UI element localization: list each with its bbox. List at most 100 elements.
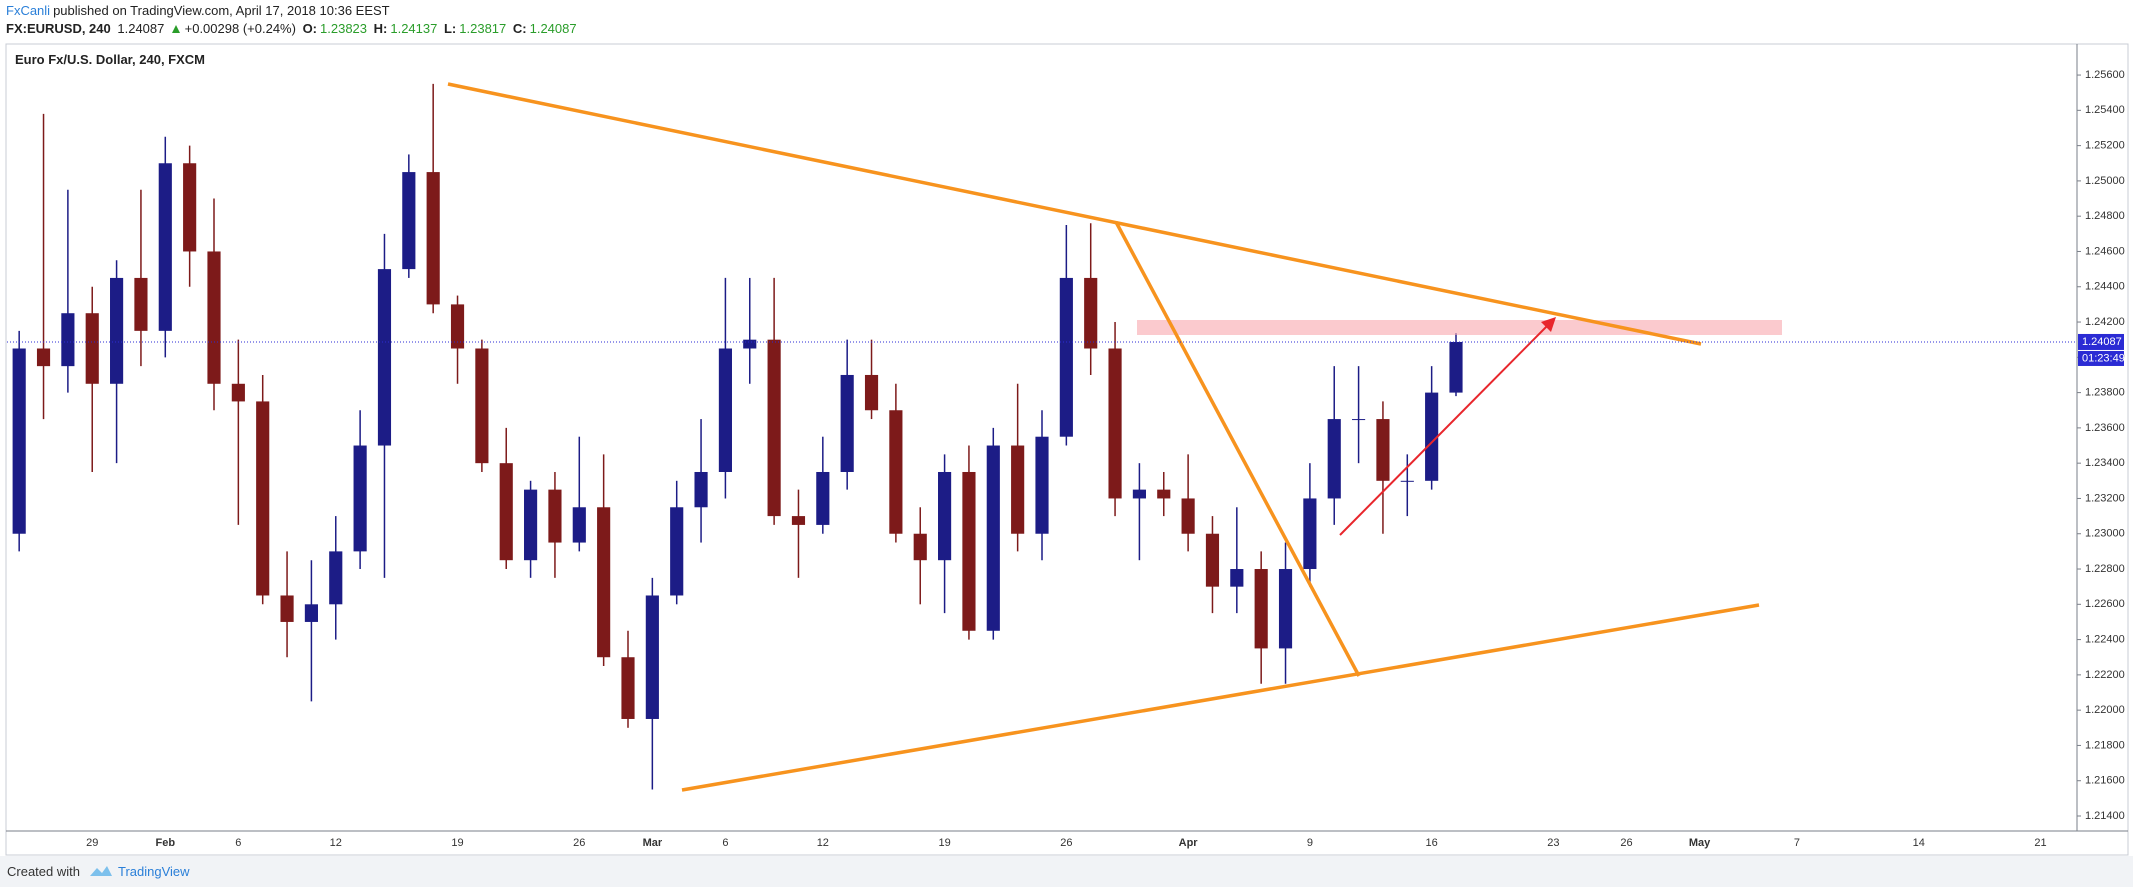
candle-body [256,401,270,596]
x-tick-label: 12 [817,837,829,849]
candle-body [913,533,927,561]
brand-logo [90,866,112,876]
x-tick-label: 7 [1794,837,1800,849]
candle-body [1376,419,1390,481]
ohlc-label: C: [512,21,527,36]
candle-body [158,163,172,331]
y-tick-label: 1.23200 [2085,492,2125,504]
y-tick-label: 1.22200 [2085,669,2125,681]
y-tick-label: 1.23000 [2085,528,2125,540]
x-tick-label: Feb [156,837,176,849]
candle-body [134,277,148,331]
candle-body [426,172,440,305]
candle-body [694,471,708,508]
ohlc-label: H: [373,21,388,36]
x-tick-label: 19 [938,837,950,849]
candle-body [1059,277,1073,437]
x-tick-label: 12 [330,837,342,849]
candle-body [1425,392,1439,481]
y-tick-label: 1.21400 [2085,810,2125,822]
candle-body [329,551,343,605]
up-arrow [172,25,180,33]
candle-body [938,471,952,561]
x-tick-label: Apr [1179,837,1199,849]
y-tick-label: 1.24400 [2085,281,2125,293]
drawings [447,82,1782,792]
y-tick-label: 1.25600 [2085,69,2125,81]
ohlc-label: O: [302,21,318,36]
candle-body [572,507,586,543]
ohlc-value: 1.24137 [390,21,438,36]
candle-body [1400,480,1414,482]
y-tick-label: 1.25000 [2085,175,2125,187]
countdown: 01:23:49 [2082,352,2125,364]
candle-body [1327,419,1341,499]
candle-body [110,277,124,384]
resistance-zone [1137,320,1782,335]
y-tick-label: 1.22000 [2085,704,2125,716]
x-tick-label: May [1689,837,1711,849]
x-tick-label: 9 [1307,837,1313,849]
candle-body [85,313,99,384]
trend-line [681,603,1760,792]
candle-body [1181,498,1195,534]
brand[interactable]: TradingView [118,864,190,879]
candle-body [1035,436,1049,534]
x-tick-label: 16 [1426,837,1438,849]
candle-body [1205,533,1220,587]
published-text: published on TradingView.com, April 17, … [53,3,390,18]
x-tick-label: 19 [451,837,463,849]
x-tick-label: 29 [86,837,98,849]
projection-arrow [1339,321,1552,536]
y-tick-label: 1.24800 [2085,210,2125,222]
y-tick-label: 1.23800 [2085,387,2125,399]
y-tick-label: 1.24200 [2085,316,2125,328]
candle-body [670,507,684,596]
candle-body [183,163,197,252]
candle-body [61,313,75,367]
y-tick-label: 1.23600 [2085,422,2125,434]
x-tick-label: 14 [1913,837,1925,849]
y-tick-label: 1.25400 [2085,104,2125,116]
candle-body [889,410,903,534]
ohlc-value: 1.23817 [459,21,507,36]
candle-body [12,348,26,534]
candle-body [377,269,392,446]
candle-body [1303,498,1317,570]
candle-body [1278,569,1293,649]
candle-body [36,348,51,367]
countdown-box [2078,350,2124,366]
y-tick-label: 1.23400 [2085,457,2125,469]
chart-title: Euro Fx/U.S. Dollar, 240, FXCM [15,52,205,67]
y-tick-label: 1.22600 [2085,598,2125,610]
last-price-label: 1.24087 [2082,336,2122,348]
candle-body [840,374,854,472]
candle-body [231,383,245,402]
candle-body [597,507,611,658]
x-tick-label: 6 [235,837,241,849]
candle-body [718,348,732,472]
candle-body [767,339,781,517]
x-tick-label: 6 [722,837,728,849]
x-tick-label: 26 [573,837,585,849]
candle-body [548,489,562,543]
candle-body [1230,569,1244,587]
candle-body [450,304,465,349]
y-tick-label: 1.25200 [2085,140,2125,152]
y-tick-label: 1.22800 [2085,563,2125,575]
symbol-line: FX:EURUSD, 240 1.24087 +0.00298 (+0.24%)… [6,21,580,36]
candle-body [304,604,318,622]
publisher[interactable]: FxCanli [6,3,51,18]
candle-body [864,374,879,411]
y-tick-label: 1.21600 [2085,775,2125,787]
created-with: Created with [7,864,80,879]
x-tick-label: Mar [643,837,663,849]
y-tick-label: 1.24600 [2085,245,2125,257]
y-tick-label: 1.21800 [2085,739,2125,751]
candle-body [791,516,806,525]
last-value: 1.24087 [117,21,165,36]
trend-line [1114,221,1361,677]
candle-body [1157,489,1171,499]
candle-body [986,445,1000,631]
